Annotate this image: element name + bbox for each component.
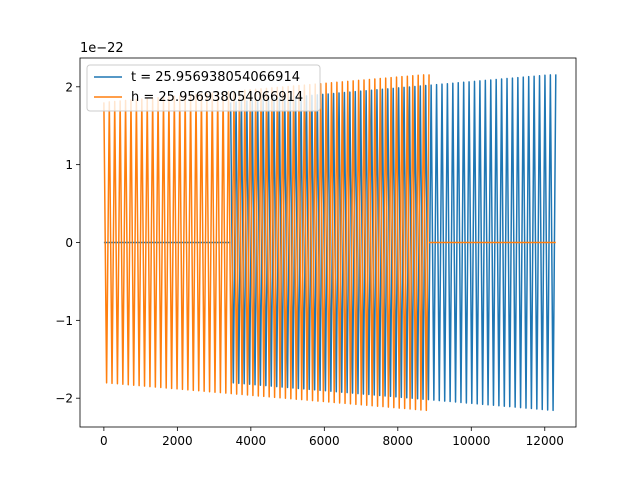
legend-label-h: h = 25.956938054066914: [131, 90, 303, 105]
x-tick-label: 2000: [162, 434, 193, 448]
x-axis-ticks: 0 2000 4000 6000 8000 10000 12000: [100, 427, 564, 448]
x-tick-label: 6000: [309, 434, 340, 448]
y-tick-label: −1: [55, 314, 73, 328]
x-tick-label: 0: [100, 434, 108, 448]
y-tick-label: 0: [65, 236, 73, 250]
y-axis-ticks: −2 −1 0 1 2: [55, 80, 80, 406]
y-tick-label: 2: [65, 80, 73, 94]
legend: t = 25.956938054066914 h = 25.9569380540…: [86, 64, 321, 112]
legend-label-t: t = 25.956938054066914: [131, 70, 300, 85]
x-tick-label: 10000: [452, 434, 490, 448]
y-tick-label: 1: [65, 158, 73, 172]
y-tick-label: −2: [55, 392, 73, 406]
legend-frame: [86, 64, 321, 112]
x-tick-label: 4000: [236, 434, 267, 448]
x-tick-label: 12000: [526, 434, 564, 448]
y-scale-label: 1e−22: [80, 41, 124, 56]
x-tick-label: 8000: [383, 434, 414, 448]
